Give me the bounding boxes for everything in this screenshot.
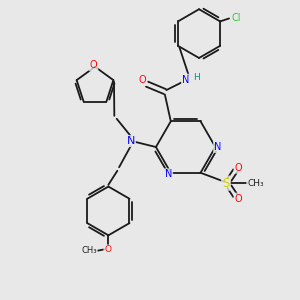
Text: O: O [104, 245, 111, 254]
Text: CH₃: CH₃ [247, 179, 264, 188]
Text: Cl: Cl [231, 14, 241, 23]
Text: N: N [127, 136, 135, 146]
Text: S: S [222, 177, 230, 190]
Text: H: H [193, 73, 200, 82]
Text: N: N [182, 75, 189, 85]
Text: CH₃: CH₃ [247, 179, 264, 188]
Text: O: O [235, 194, 242, 204]
Text: N: N [127, 136, 135, 146]
Text: N: N [165, 169, 172, 179]
Text: O: O [139, 75, 146, 85]
Text: S: S [222, 177, 230, 190]
Text: N: N [214, 142, 221, 152]
Text: N: N [182, 75, 189, 85]
Text: Cl: Cl [231, 14, 241, 23]
Text: CH₃: CH₃ [81, 246, 97, 255]
Text: O: O [90, 60, 97, 70]
Text: H: H [193, 73, 200, 82]
Text: CH₃: CH₃ [81, 246, 97, 255]
Text: O: O [235, 194, 242, 204]
Text: O: O [235, 163, 242, 173]
Text: O: O [139, 75, 146, 85]
Text: N: N [165, 169, 172, 179]
Text: N: N [214, 142, 221, 152]
Text: O: O [235, 163, 242, 173]
Text: O: O [104, 245, 111, 254]
Text: O: O [90, 60, 97, 70]
